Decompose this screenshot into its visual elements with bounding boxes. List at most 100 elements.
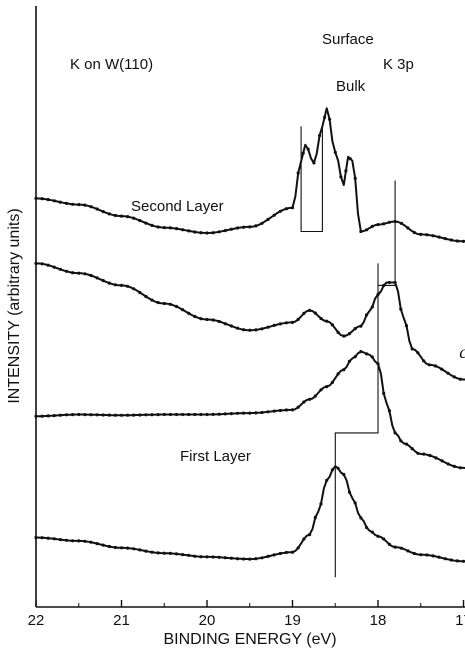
first-layer-step-guide [334, 263, 379, 578]
series-b-point [89, 413, 93, 417]
series-c-point [40, 262, 44, 266]
x-ticks: 22 21 20 19 18 17 [28, 600, 465, 629]
series-b-point [387, 409, 391, 413]
series-d-point [455, 239, 459, 243]
series-b-point [52, 414, 56, 418]
series-a-point [431, 554, 435, 558]
series-b-point [266, 410, 270, 414]
series-b-point [40, 414, 44, 418]
series-d-point [199, 231, 203, 235]
series-d-point [132, 216, 136, 220]
first-layer-label: First Layer [180, 448, 251, 465]
series-b-point [113, 413, 117, 417]
series-c-line [35, 262, 465, 381]
core-level-label: K 3p [383, 56, 414, 73]
series-d-point [193, 230, 197, 234]
series-c-point [223, 322, 227, 326]
series-a-point [77, 539, 81, 543]
series-a-point [347, 490, 352, 494]
series-a-point [455, 559, 459, 563]
series-c-point [46, 263, 50, 267]
series-c-point [235, 326, 240, 330]
series-d-point [290, 206, 295, 210]
series-d-point [89, 205, 93, 209]
series-b-point [393, 431, 397, 435]
series-d-point [168, 226, 172, 230]
series-c-point [52, 265, 56, 269]
series-a-point [156, 551, 160, 555]
series-c-point [138, 290, 142, 295]
series-b-point [313, 394, 317, 398]
series-d-point [205, 231, 209, 235]
series-b-point [272, 409, 276, 413]
series-b-point [290, 408, 295, 412]
series-c-point [181, 308, 185, 312]
series-d-point [71, 202, 75, 206]
series-c-point [150, 298, 154, 302]
series-d-point [77, 203, 81, 207]
series-b-point [365, 352, 369, 356]
series-a-point [107, 544, 111, 549]
series-a-point [419, 553, 423, 557]
series-a-point [296, 546, 300, 550]
series-b-point [107, 413, 111, 417]
x-tick-label-20: 20 [199, 612, 216, 629]
series-d-point [399, 221, 404, 225]
series-d-point [113, 213, 117, 218]
x-tick-label-19: 19 [284, 612, 301, 629]
series-b-point [278, 408, 282, 413]
series-d-point [412, 230, 416, 235]
series-c-point [217, 319, 221, 324]
series-c-point [427, 363, 431, 367]
series-c-point [95, 276, 99, 280]
series-a-point [144, 549, 148, 553]
series-a-point [150, 550, 154, 554]
series-c-point [404, 324, 409, 328]
series-a-point [132, 547, 136, 551]
series-c-point [370, 305, 374, 309]
series-b-point [34, 414, 38, 418]
series-a-point [101, 543, 105, 547]
series-d-point [95, 207, 99, 211]
series-c-point [113, 283, 117, 287]
series-c-point [89, 273, 93, 278]
series-c-point [452, 375, 456, 379]
series-d-point [461, 239, 465, 243]
series-c-point [290, 320, 295, 324]
series-b-point [58, 413, 63, 417]
series-d-point [370, 224, 374, 228]
surface-label: Surface [322, 31, 374, 48]
series-b-point [336, 372, 340, 376]
series-a-point [229, 556, 233, 560]
series-a-point [376, 534, 380, 538]
series-a-point [406, 549, 410, 553]
series-b-point [342, 368, 346, 372]
series-c-point [347, 332, 352, 336]
series-b-point [181, 412, 185, 417]
series-d-point [138, 218, 142, 223]
series-a-point [89, 540, 93, 544]
series-a-point [260, 556, 264, 560]
series-c-point [278, 322, 282, 326]
series-c-point [174, 304, 179, 309]
series-b-point [199, 412, 203, 417]
series-b-point [302, 400, 306, 404]
series-c-point [353, 327, 357, 331]
series-c-point [260, 327, 264, 331]
series-a-line [35, 465, 465, 563]
series-d-point [260, 221, 264, 225]
series-a-point [290, 550, 295, 554]
series-d-point [306, 147, 310, 151]
series-c-point [211, 318, 215, 322]
series-d-point [40, 197, 44, 201]
series-a-point [211, 555, 215, 559]
series-b-point [205, 412, 209, 417]
series-a-point [336, 466, 340, 470]
series-c-point [308, 308, 312, 312]
series-b-point [410, 447, 414, 451]
series-d-point [150, 223, 154, 227]
series-b-point [308, 397, 312, 401]
series-d-point [235, 226, 240, 230]
series-labels: abcd [459, 342, 465, 362]
series-c [34, 261, 465, 381]
